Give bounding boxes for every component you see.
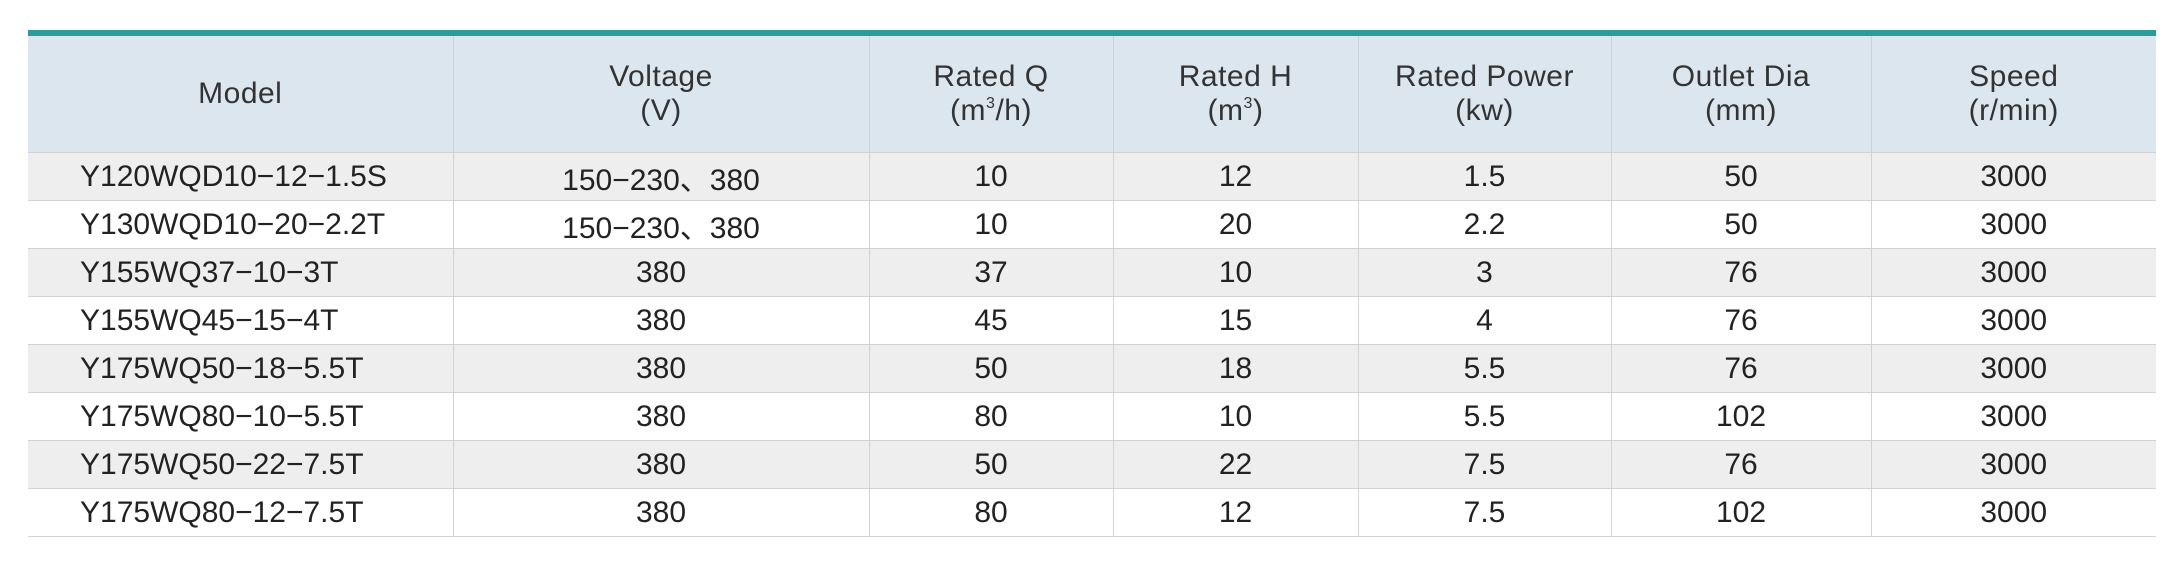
cell-outlet-dia: 50	[1610, 152, 1871, 201]
cell-model: Y175WQ50−22−7.5T	[28, 440, 453, 489]
header-rated-q-unit: (m3/h)	[950, 94, 1032, 127]
cell-rated-power: 7.5	[1357, 488, 1611, 537]
header-outlet-dia: Outlet Dia (mm)	[1610, 36, 1871, 153]
cell-outlet-dia: 102	[1610, 392, 1871, 441]
header-rated-q: Rated Q (m3/h)	[868, 36, 1113, 153]
cell-rated-q: 10	[868, 200, 1113, 249]
cell-rated-h: 22	[1112, 440, 1358, 489]
cell-voltage: 380	[452, 248, 869, 297]
cell-speed: 3000	[1870, 152, 2156, 201]
cell-voltage: 150−230、380	[452, 200, 869, 249]
cell-rated-h: 18	[1112, 344, 1358, 393]
header-model-label: Model	[198, 77, 283, 110]
cell-rated-q: 10	[868, 152, 1113, 201]
cell-rated-q: 37	[868, 248, 1113, 297]
pump-spec-table: Model Voltage (V) Rated Q (m3/h) Rated H…	[28, 36, 2156, 537]
cell-model: Y155WQ45−15−4T	[28, 296, 453, 345]
spec-table-container: Model Voltage (V) Rated Q (m3/h) Rated H…	[28, 30, 2156, 537]
table-row: Y175WQ50−22−7.5T 380 50 22 7.5 76 3000	[28, 440, 2156, 489]
cell-voltage: 380	[452, 488, 869, 537]
cell-model: Y175WQ80−10−5.5T	[28, 392, 453, 441]
cell-rated-q: 80	[868, 488, 1113, 537]
table-row: Y120WQD10−12−1.5S 150−230、380 10 12 1.5 50 300…	[28, 152, 2156, 201]
cell-outlet-dia: 76	[1610, 248, 1871, 297]
header-rated-power-unit: (kw)	[1455, 94, 1514, 127]
cell-rated-h: 10	[1112, 392, 1358, 441]
cell-voltage: 380	[452, 440, 869, 489]
cell-model: Y130WQD10−20−2.2T	[28, 200, 453, 249]
header-rated-power-label: Rated Power	[1395, 60, 1574, 93]
cell-voltage: 380	[452, 344, 869, 393]
cell-rated-h: 10	[1112, 248, 1358, 297]
cell-rated-q: 50	[868, 344, 1113, 393]
cell-speed: 3000	[1870, 200, 2156, 249]
cell-rated-power: 3	[1357, 248, 1611, 297]
table-row: Y175WQ80−12−7.5T 380 80 12 7.5 102 3000	[28, 488, 2156, 537]
table-row: Y155WQ37−10−3T 380 37 10 3 76 3000	[28, 248, 2156, 297]
cell-rated-q: 80	[868, 392, 1113, 441]
header-outlet-dia-unit: (mm)	[1705, 94, 1777, 127]
table-header-row: Model Voltage (V) Rated Q (m3/h) Rated H…	[28, 36, 2156, 153]
cell-voltage: 150−230、380	[452, 152, 869, 201]
cell-rated-power: 5.5	[1357, 392, 1611, 441]
cell-voltage: 380	[452, 296, 869, 345]
header-speed-unit: (r/min)	[1968, 94, 2059, 127]
table-row: Y175WQ80−10−5.5T 380 80 10 5.5 102 3000	[28, 392, 2156, 441]
table-row: Y155WQ45−15−4T 380 45 15 4 76 3000	[28, 296, 2156, 345]
cell-outlet-dia: 102	[1610, 488, 1871, 537]
header-speed-label: Speed	[1969, 60, 2059, 93]
header-rated-q-label: Rated Q	[933, 60, 1049, 93]
header-outlet-dia-label: Outlet Dia	[1671, 60, 1811, 93]
cell-speed: 3000	[1870, 344, 2156, 393]
cell-rated-power: 7.5	[1357, 440, 1611, 489]
header-voltage-label: Voltage	[609, 60, 713, 93]
header-model: Model	[28, 36, 453, 153]
cell-speed: 3000	[1870, 248, 2156, 297]
cell-model: Y120WQD10−12−1.5S	[28, 152, 453, 201]
cell-outlet-dia: 76	[1610, 440, 1871, 489]
cell-rated-h: 12	[1112, 152, 1358, 201]
cell-rated-h: 12	[1112, 488, 1358, 537]
header-voltage: Voltage (V)	[452, 36, 869, 153]
cell-model: Y175WQ50−18−5.5T	[28, 344, 453, 393]
cell-speed: 3000	[1870, 392, 2156, 441]
table-row: Y130WQD10−20−2.2T 150−230、380 10 20 2.2 50 300…	[28, 200, 2156, 249]
header-rated-h-unit: (m3)	[1207, 94, 1264, 127]
cell-model: Y155WQ37−10−3T	[28, 248, 453, 297]
cell-outlet-dia: 76	[1610, 344, 1871, 393]
cell-rated-power: 1.5	[1357, 152, 1611, 201]
cell-outlet-dia: 50	[1610, 200, 1871, 249]
cell-speed: 3000	[1870, 488, 2156, 537]
cell-rated-q: 50	[868, 440, 1113, 489]
cell-rated-h: 20	[1112, 200, 1358, 249]
cell-rated-power: 4	[1357, 296, 1611, 345]
cell-rated-power: 5.5	[1357, 344, 1611, 393]
header-rated-h-label: Rated H	[1178, 60, 1293, 93]
header-voltage-unit: (V)	[640, 94, 682, 127]
cell-speed: 3000	[1870, 296, 2156, 345]
table-row: Y175WQ50−18−5.5T 380 50 18 5.5 76 3000	[28, 344, 2156, 393]
cell-outlet-dia: 76	[1610, 296, 1871, 345]
header-speed: Speed (r/min)	[1870, 36, 2156, 153]
cell-model: Y175WQ80−12−7.5T	[28, 488, 453, 537]
cell-rated-power: 2.2	[1357, 200, 1611, 249]
cell-speed: 3000	[1870, 440, 2156, 489]
cell-rated-h: 15	[1112, 296, 1358, 345]
cell-voltage: 380	[452, 392, 869, 441]
header-rated-h: Rated H (m3)	[1112, 36, 1358, 153]
cell-rated-q: 45	[868, 296, 1113, 345]
accent-top-line	[28, 30, 2156, 36]
header-rated-power: Rated Power (kw)	[1357, 36, 1611, 153]
